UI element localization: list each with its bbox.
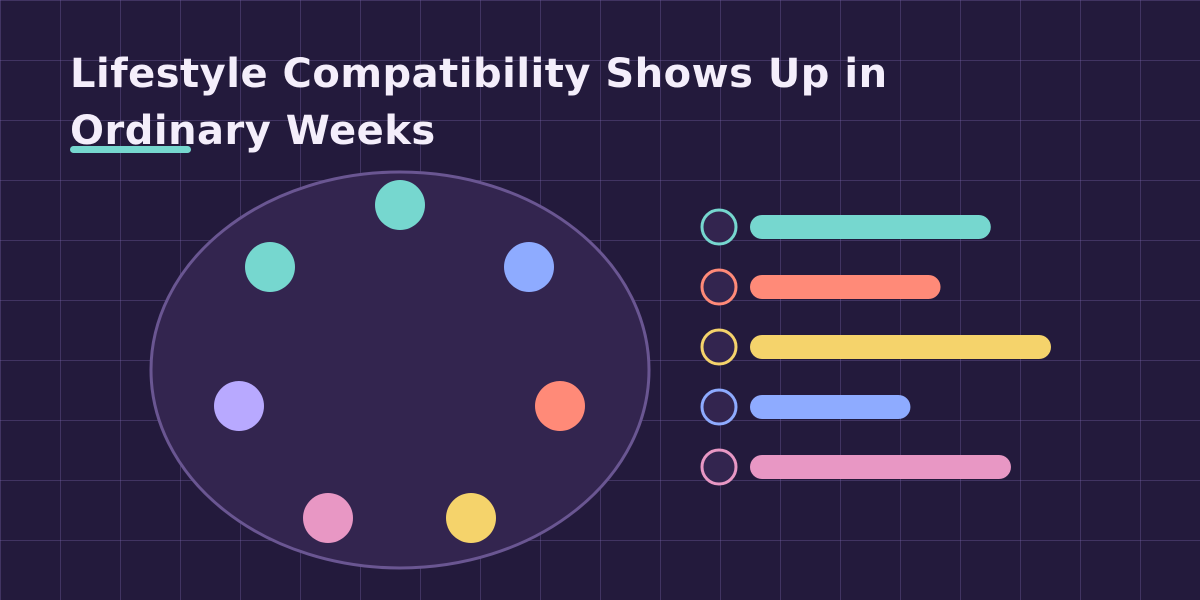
title-underline-accent xyxy=(70,146,191,153)
bar-marker-icon xyxy=(700,388,738,426)
compatibility-bar xyxy=(750,455,1011,479)
bar-marker-icon xyxy=(700,268,738,306)
compatibility-bars xyxy=(700,208,1051,486)
compatibility-bar xyxy=(750,395,911,419)
compatibility-bar xyxy=(750,215,991,239)
compatibility-bar xyxy=(750,275,941,299)
page-title: Lifestyle Compatibility Shows Up in Ordi… xyxy=(70,51,888,154)
compatibility-bar xyxy=(750,335,1051,359)
bar-marker-icon xyxy=(700,328,738,366)
ring-node xyxy=(535,381,585,431)
ring-nodes xyxy=(214,180,585,543)
bar-marker-icon xyxy=(700,448,738,486)
ring-node xyxy=(303,493,353,543)
bar-marker-icon xyxy=(700,208,738,246)
ring-node xyxy=(375,180,425,230)
ring-node xyxy=(245,242,295,292)
ring-node xyxy=(446,493,496,543)
ring-node xyxy=(504,242,554,292)
ring-node xyxy=(214,381,264,431)
compatibility-ring xyxy=(149,170,651,570)
